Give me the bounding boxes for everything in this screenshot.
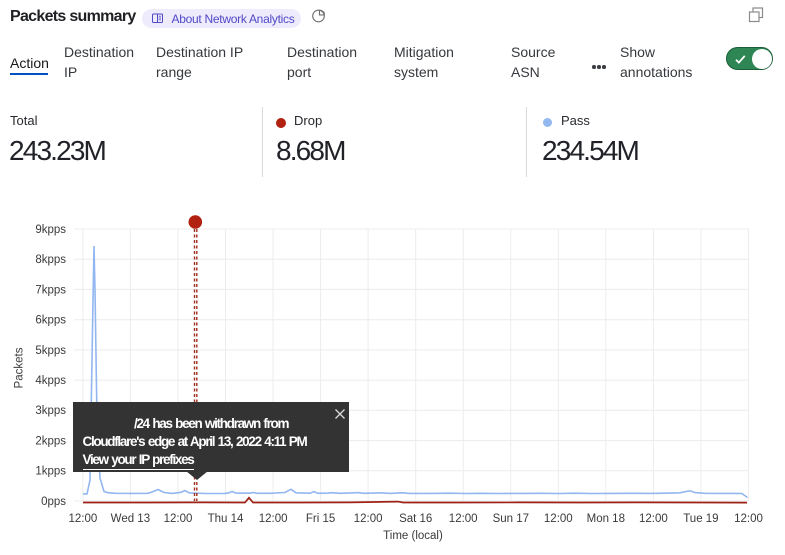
svg-text:Thu 14: Thu 14 — [208, 513, 244, 525]
svg-text:9kpps: 9kpps — [35, 224, 66, 236]
svg-text:8kpps: 8kpps — [35, 254, 66, 266]
svg-text:Mon 18: Mon 18 — [587, 513, 625, 525]
svg-text:12:00: 12:00 — [449, 513, 478, 525]
svg-text:12:00: 12:00 — [69, 513, 98, 525]
svg-text:5kpps: 5kpps — [35, 345, 66, 357]
svg-text:7kpps: 7kpps — [35, 284, 66, 296]
svg-text:Sun 17: Sun 17 — [493, 513, 529, 525]
svg-text:Fri 15: Fri 15 — [306, 513, 335, 525]
svg-text:Tue 19: Tue 19 — [683, 513, 718, 525]
svg-text:12:00: 12:00 — [164, 513, 193, 525]
svg-text:4kpps: 4kpps — [35, 375, 66, 387]
svg-text:6kpps: 6kpps — [35, 315, 66, 327]
svg-text:12:00: 12:00 — [639, 513, 668, 525]
svg-text:Packets: Packets — [14, 347, 26, 388]
svg-text:0pps: 0pps — [41, 496, 66, 508]
svg-text:1kpps: 1kpps — [35, 466, 66, 478]
svg-text:2kpps: 2kpps — [35, 436, 66, 448]
svg-text:Time (local): Time (local) — [383, 530, 443, 542]
svg-text:12:00: 12:00 — [544, 513, 573, 525]
svg-text:Wed 13: Wed 13 — [111, 513, 150, 525]
svg-text:12:00: 12:00 — [354, 513, 383, 525]
svg-text:3kpps: 3kpps — [35, 405, 66, 417]
svg-text:12:00: 12:00 — [734, 513, 763, 525]
svg-text:12:00: 12:00 — [259, 513, 288, 525]
svg-text:Sat 16: Sat 16 — [399, 513, 432, 525]
